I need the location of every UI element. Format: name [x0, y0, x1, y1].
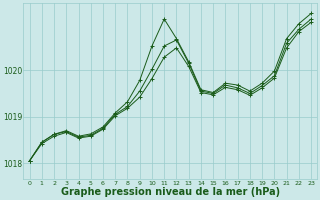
X-axis label: Graphe pression niveau de la mer (hPa): Graphe pression niveau de la mer (hPa) — [61, 187, 280, 197]
